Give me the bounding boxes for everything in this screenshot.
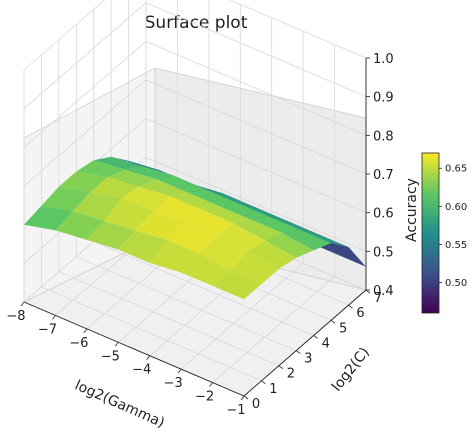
x-axis-label: log2(Gamma) [72, 377, 167, 431]
grid-line-z [23, 79, 367, 187]
z-tick-label: 0.8 [373, 129, 394, 144]
surface-patch [93, 156, 143, 170]
surface-patch [153, 196, 202, 221]
z-tick-label: 0.5 [373, 245, 394, 260]
x-tick-mark [177, 368, 182, 374]
surface-patch [139, 179, 188, 197]
surface-patch [156, 175, 206, 193]
y-tick-mark [296, 350, 301, 354]
y-tick-label: 1 [269, 382, 277, 397]
x-tick-mark [20, 301, 25, 307]
grid-line-z [23, 2, 367, 109]
surface-patch [76, 160, 126, 178]
x-tick-mark [146, 355, 151, 360]
surface-patch [170, 192, 220, 210]
surface-patch [118, 230, 168, 263]
y-tick-mark [261, 380, 266, 385]
surface-patch [90, 177, 140, 198]
x-tick-mark [240, 395, 245, 401]
surface-patch [167, 221, 216, 254]
surface [24, 156, 366, 300]
surface-patch [111, 156, 160, 171]
chart-title: Surface plot [145, 13, 248, 33]
colorbar-gradient [421, 152, 440, 314]
colorbar: 0.50 0.55 0.60 0.65 [421, 152, 467, 314]
surface-patch [236, 202, 286, 221]
surface-patch [184, 209, 234, 239]
x-axis-line [23, 301, 245, 397]
surface-patch [107, 169, 157, 187]
y-tick-label: 6 [356, 306, 364, 321]
y-tick-label: 3 [304, 352, 312, 367]
surface-patch [247, 240, 297, 269]
x-tick-mark [209, 382, 213, 387]
y-tick-mark [348, 304, 353, 309]
surface-patch [250, 216, 300, 234]
x-tick-label: −3 [164, 376, 183, 391]
grid-line-z [23, 0, 367, 71]
y-tick-mark [365, 289, 371, 294]
surface-patch [149, 240, 199, 273]
y-tick-mark [313, 335, 318, 339]
grid-line-z [23, 40, 367, 148]
x-tick-label: −7 [38, 322, 57, 337]
y-axis-label: log2(C) [329, 345, 373, 395]
surface-patch [104, 198, 154, 231]
surface-patch [86, 220, 136, 250]
y-tick-mark [243, 395, 249, 400]
y-tick-label: 0 [252, 397, 260, 412]
surface-patch [230, 251, 279, 285]
surface-patch [264, 233, 314, 258]
surface-patch [55, 211, 105, 240]
surface-patch [24, 205, 73, 231]
surface-patch [282, 229, 332, 251]
surface-patch [205, 189, 255, 207]
colorbar-ticks: 0.50 0.55 0.60 0.65 [439, 164, 467, 289]
surface-patch [299, 229, 349, 248]
surface-patch [41, 186, 91, 212]
surface-patch [219, 202, 269, 220]
y-tick-mark [330, 319, 336, 324]
z-tick-label: 0.7 [373, 168, 394, 183]
x-tick-label: −8 [6, 309, 25, 324]
z-axis-label: Accuracy [404, 178, 420, 242]
surface-patch [212, 270, 262, 300]
z-tick-label: 1.0 [373, 52, 394, 67]
z-tick-label: 0.4 [373, 284, 394, 299]
y-tick-label: 7 [374, 291, 382, 306]
x-tick-label: −5 [101, 349, 120, 364]
y-tick-mark [278, 365, 284, 370]
surface-patch [72, 192, 122, 221]
surface-patch [135, 211, 185, 240]
y-tick-label: 4 [322, 336, 330, 351]
surface-patch [233, 219, 283, 241]
surface-patch [268, 216, 318, 234]
surface-patch [121, 186, 171, 212]
x-tick-mark [114, 342, 119, 347]
x-tick-mark [83, 328, 88, 334]
surface-patch [58, 171, 108, 193]
surface-patch [202, 206, 251, 224]
x-tick-mark [52, 315, 56, 320]
surface-patch [188, 189, 237, 207]
z-tick-label: 0.6 [373, 207, 394, 222]
surface-patch [125, 166, 174, 180]
surface-patch [198, 238, 248, 271]
colorbar-tick-label: 0.60 [445, 202, 467, 213]
x-tick-label: −6 [69, 336, 88, 351]
y-tick-label: 5 [339, 321, 347, 336]
surface-patch [216, 223, 265, 252]
surface-patch [181, 253, 230, 286]
colorbar-tick-label: 0.55 [445, 240, 467, 251]
x-tick-label: −1 [226, 403, 245, 418]
y-tick-label: 2 [287, 367, 295, 382]
x-tick-label: −4 [132, 363, 151, 378]
colorbar-tick-label: 0.50 [445, 278, 467, 289]
z-tick-label: 0.9 [373, 91, 394, 106]
colorbar-tick-label: 0.65 [445, 164, 467, 175]
x-tick-label: −2 [195, 390, 214, 405]
y-axis-line [243, 289, 367, 397]
